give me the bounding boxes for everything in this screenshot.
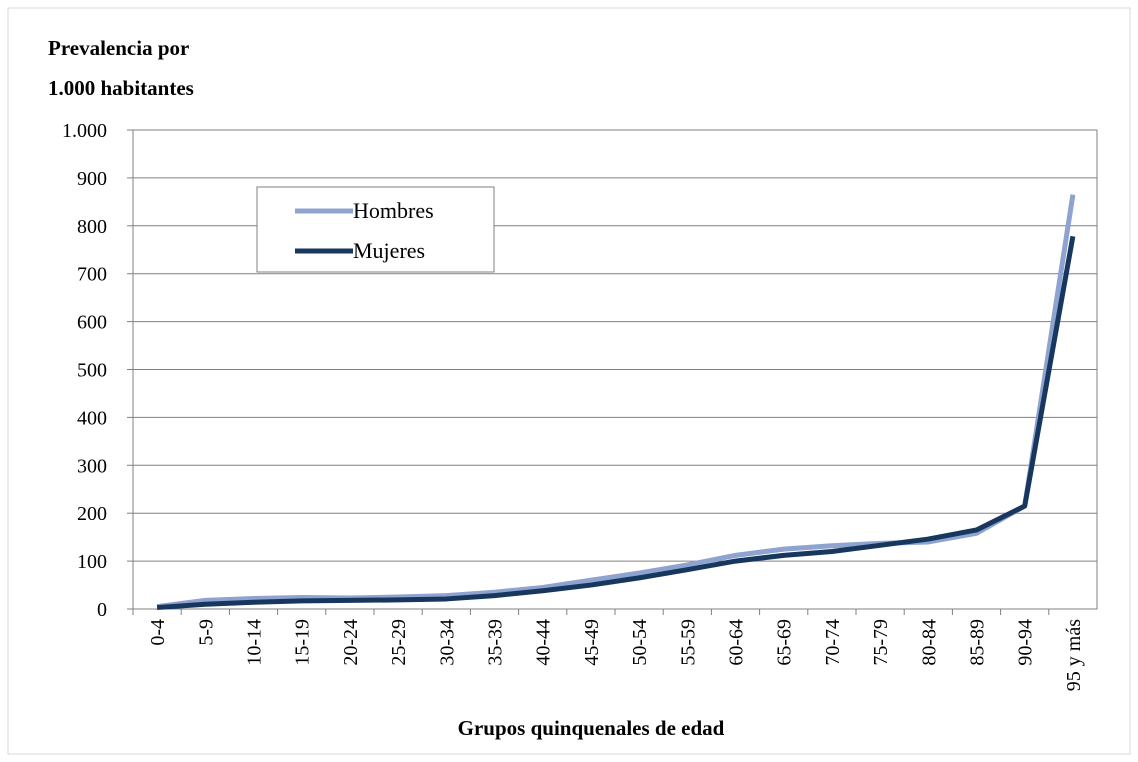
legend-label: Hombres [353, 198, 434, 223]
y-tick-label: 100 [77, 551, 107, 573]
x-tick-label: 20-24 [340, 619, 362, 666]
x-tick-label: 65-69 [774, 619, 796, 666]
legend-box [256, 186, 495, 273]
x-tick-label: 5-9 [195, 619, 217, 646]
x-tick-label: 95 y más [1063, 619, 1085, 691]
x-tick-label: 85-89 [967, 619, 989, 666]
x-tick-label: 60-64 [726, 619, 748, 666]
y-tick-label: 1.000 [62, 120, 107, 142]
y-tick-label: 0 [97, 599, 107, 621]
y-tick-label: 700 [77, 264, 107, 286]
x-tick-label: 25-29 [388, 619, 410, 666]
x-tick-label: 40-44 [533, 619, 555, 666]
x-axis-label: Grupos quinquenales de edad [458, 716, 725, 740]
x-tick-label: 10-14 [244, 619, 266, 666]
x-tick-label: 50-54 [629, 619, 651, 666]
title-line: Prevalencia por [48, 36, 189, 60]
y-tick-label: 600 [77, 312, 107, 334]
x-tick-label: 35-39 [485, 619, 507, 666]
x-tick-label: 55-59 [677, 619, 699, 666]
y-tick-label: 900 [77, 168, 107, 190]
y-tick-label: 500 [77, 360, 107, 382]
x-tick-label: 75-79 [870, 619, 892, 666]
x-tick-label: 80-84 [918, 619, 940, 666]
y-tick-label: 800 [77, 216, 107, 238]
x-tick-label: 70-74 [822, 619, 844, 666]
legend-label: Mujeres [353, 238, 425, 263]
title-line: 1.000 habitantes [48, 76, 194, 100]
x-tick-label: 45-49 [581, 619, 603, 666]
y-tick-label: 400 [77, 407, 107, 429]
y-tick-label: 300 [77, 455, 107, 477]
x-tick-label: 30-34 [436, 619, 458, 666]
chart-border [7, 7, 1131, 755]
x-tick-label: 0-4 [147, 619, 169, 646]
x-tick-label: 15-19 [292, 619, 314, 666]
x-tick-label: 90-94 [1015, 619, 1037, 666]
line [156, 235, 1076, 611]
y-tick-label: 200 [77, 503, 107, 525]
